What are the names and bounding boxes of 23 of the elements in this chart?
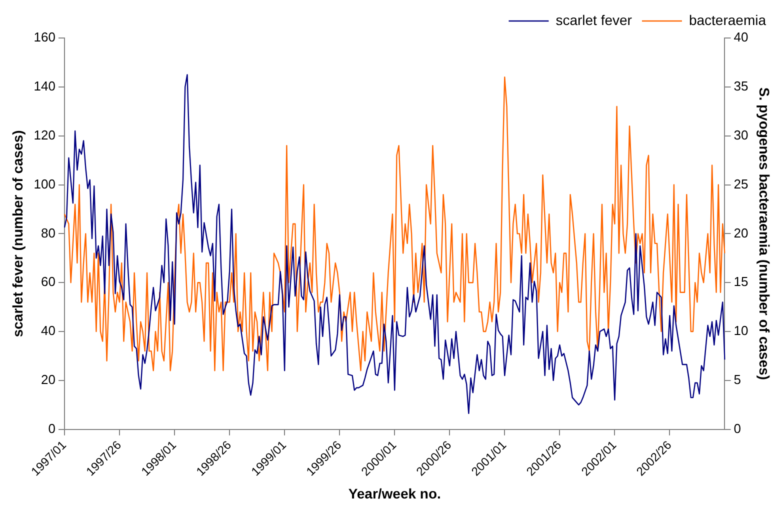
y-tick-label: 60 [41,274,56,290]
legend-label: scarlet fever [556,12,632,28]
y2-tick-label: 5 [734,372,741,388]
y2-axis-title: S. pyogenes bacteraemia (number of cases) [756,87,773,380]
y-tick-label: 0 [48,420,56,436]
x-axis-title: Year/week no. [348,485,441,502]
y-axis-title: scarlet fever (number of cases) [9,130,26,338]
y-tick-label: 20 [41,372,56,388]
y2-tick-label: 0 [734,420,741,436]
y-tick-label: 100 [34,176,56,192]
y2-tick-label: 20 [734,225,748,240]
y-tick-label: 120 [34,127,56,142]
y-tick-label: 40 [41,323,56,338]
y2-tick-label: 15 [734,274,748,290]
y2-tick-label: 40 [734,30,748,45]
y2-tick-label: 30 [734,127,748,142]
y-tick-label: 80 [41,225,56,240]
legend-label: bacteraemia [688,12,766,28]
y-tick-label: 160 [34,30,56,45]
y2-tick-label: 10 [734,323,748,338]
y-tick-label: 140 [34,78,56,94]
y2-tick-label: 25 [734,176,748,192]
y2-tick-label: 35 [734,78,748,94]
